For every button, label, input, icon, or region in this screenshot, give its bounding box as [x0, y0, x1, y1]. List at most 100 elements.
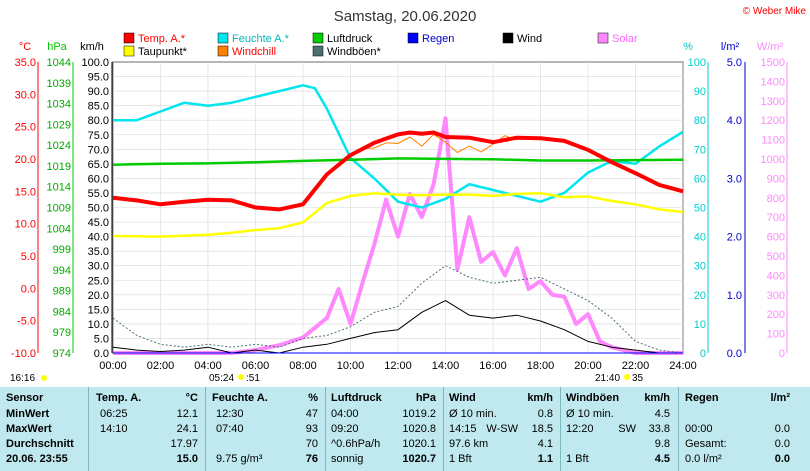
stats-rain-label: 00:00 — [685, 423, 713, 435]
temp-tick-label: 15.0 — [15, 186, 36, 198]
stats-row-label: MinWert — [6, 408, 50, 420]
stats-temp-value: 24.1 — [176, 423, 198, 435]
kmh-tick-label: 70.0 — [88, 144, 109, 156]
stats-header-wind-unit: km/h — [527, 392, 553, 404]
stats-press-time: ^0.6hPa/h — [331, 438, 381, 450]
pct-tick-label: 80 — [694, 115, 706, 127]
kmh-tick-label: 45.0 — [88, 217, 109, 229]
time-tick-label: 12:00 — [384, 360, 412, 372]
stats-rain-label: 0.0 l/m² — [685, 453, 722, 465]
pct-tick-label: 60 — [694, 173, 706, 185]
kmh-tick-label: 60.0 — [88, 173, 109, 185]
time-tick-label: 06:00 — [242, 360, 270, 372]
kmh-tick-label: 0.0 — [94, 348, 109, 360]
stats-hum-value: 93 — [305, 423, 318, 435]
solar-tick-label: 0 — [779, 348, 785, 360]
stats-wind-time: 1 Bft — [449, 453, 472, 465]
legend-swatch — [312, 45, 324, 57]
stats-press-value: 1020.1 — [402, 438, 436, 450]
solar-tick-label: 1000 — [761, 154, 785, 166]
kmh-tick-label: 90.0 — [88, 86, 109, 98]
legend-label: Wind — [517, 33, 542, 45]
stats-hum-value: 76 — [305, 453, 318, 465]
rain-axis-unit: l/m² — [721, 41, 740, 53]
legend-label: Luftdruck — [327, 33, 373, 45]
sunset-icon — [624, 374, 630, 380]
solar-tick-label: 100 — [767, 329, 785, 341]
hpa-tick-label: 989 — [53, 286, 71, 298]
stats-wind-time: 97.6 km — [449, 438, 489, 450]
pct-tick-label: 100 — [688, 57, 706, 69]
stats-row-label: 20.06. 23:55 — [6, 453, 68, 465]
stats-header-hum: Feuchte A. — [212, 392, 268, 404]
rain-tick-label: 3.0 — [727, 173, 742, 185]
legend-swatch — [217, 32, 229, 44]
hpa-tick-label: 1004 — [47, 223, 71, 235]
hpa-tick-label: 974 — [53, 348, 71, 360]
time-tick-label: 16:00 — [479, 360, 507, 372]
time-tick-label: 20:00 — [574, 360, 602, 372]
hpa-tick-label: 1039 — [47, 78, 71, 90]
column-separator — [678, 387, 679, 471]
pct-axis-unit: % — [683, 41, 693, 53]
kmh-tick-label: 75.0 — [88, 130, 109, 142]
stats-temp-time: 06:25 — [100, 408, 128, 420]
stats-gust-value: 9.8 — [654, 438, 670, 450]
stats-press-time: 04:00 — [331, 408, 359, 420]
sunrise-moon: :51 — [246, 373, 260, 384]
pct-tick-label: 40 — [694, 232, 706, 244]
stats-gust-time: 12:20 — [566, 423, 594, 435]
stats-press-time: sonnig — [331, 453, 364, 465]
stats-hum-time: 9.75 g/m³ — [216, 453, 263, 465]
stats-wind-value: 1.1 — [537, 453, 553, 465]
kmh-tick-label: 85.0 — [88, 101, 109, 113]
stats-hum-value: 70 — [305, 438, 318, 450]
stats-hum-time: 07:40 — [216, 423, 244, 435]
legend-label: Regen — [422, 33, 454, 45]
stats-temp-value: 12.1 — [176, 408, 198, 420]
kmh-tick-label: 95.0 — [88, 72, 109, 84]
stats-hum-time: 12:30 — [216, 408, 244, 420]
rain-tick-label: 2.0 — [727, 232, 742, 244]
stats-wind-value: 4.1 — [537, 438, 553, 450]
stats-header-hum-unit: % — [308, 392, 318, 404]
solar-tick-label: 1300 — [761, 96, 785, 108]
stats-header-sensor: Sensor — [6, 392, 44, 404]
kmh-tick-label: 40.0 — [88, 232, 109, 244]
axes: 00:00 02:00 04:00 06:00 08:00 10:00 12:00 14:00… — [11, 57, 788, 372]
temp-tick-label: 20.0 — [15, 154, 36, 166]
solar-tick-label: 200 — [767, 309, 785, 321]
stats-press-time: 09:20 — [331, 423, 359, 435]
stats-header-rain: Regen — [685, 392, 719, 404]
series-line-windb-en — [112, 265, 684, 354]
kmh-tick-label: 10.0 — [88, 319, 109, 331]
temp-tick-label: -10.0 — [11, 348, 36, 360]
stats-rain-value: 0.0 — [774, 438, 790, 450]
pct-tick-label: 30 — [694, 261, 706, 273]
legend-label: Temp. A.* — [138, 33, 186, 45]
stats-press-value: 1020.8 — [402, 423, 436, 435]
hpa-axis-unit: hPa — [47, 41, 67, 53]
stats-wind-dir: W-SW — [486, 423, 518, 435]
stats-header-rain-unit: l/m² — [770, 392, 790, 404]
stats-gust-time: Ø 10 min. — [566, 408, 614, 420]
kmh-tick-label: 35.0 — [88, 246, 109, 258]
legend-label: Solar — [612, 33, 638, 45]
sun-icon-left — [41, 375, 47, 381]
stats-rain-label: Gesamt: — [685, 438, 727, 450]
hpa-tick-label: 1019 — [47, 161, 71, 173]
legend-swatch — [123, 32, 135, 44]
solar-tick-label: 700 — [767, 212, 785, 224]
legend-swatch — [123, 45, 135, 57]
pct-tick-label: 90 — [694, 86, 706, 98]
solar-tick-label: 1400 — [761, 76, 785, 88]
column-separator — [560, 387, 561, 471]
kmh-tick-label: 30.0 — [88, 261, 109, 273]
legend-swatch — [217, 45, 229, 57]
time-tick-label: 04:00 — [194, 360, 222, 372]
stats-wind-time: 14:15 — [449, 423, 477, 435]
solar-tick-label: 500 — [767, 251, 785, 263]
stats-header-wind: Wind — [449, 392, 476, 404]
legend-swatch — [502, 32, 514, 44]
series-line-temp-a — [112, 130, 684, 212]
